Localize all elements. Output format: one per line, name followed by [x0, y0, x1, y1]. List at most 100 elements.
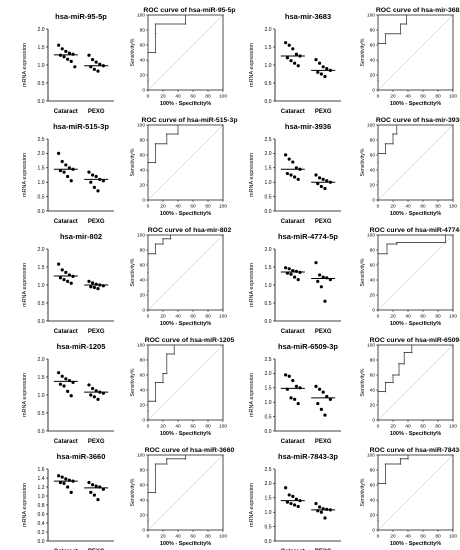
roc-y-tick-label: 0 — [372, 308, 375, 314]
pexg-data-point — [101, 179, 105, 183]
pexg-data-point — [321, 65, 325, 69]
cataract-data-point — [289, 396, 293, 400]
cataract-data-point — [57, 151, 61, 155]
roc-curve-point — [452, 234, 454, 236]
roc-curve-point — [384, 152, 387, 155]
y-tick-label: 1.0 — [38, 494, 45, 500]
roc-y-tick-label: 60 — [140, 43, 146, 49]
roc-title: ROC curve of hsa-miR-3660 — [145, 447, 235, 454]
roc-y-tick-label: 20 — [370, 73, 376, 79]
cataract-data-point — [287, 493, 291, 497]
roc-title: ROC curve of hsa-miR-1205 — [145, 337, 235, 344]
roc-y-tick-label: 60 — [140, 263, 146, 269]
roc-y-tick-label: 80 — [140, 138, 146, 144]
roc-curve-point — [154, 400, 157, 403]
panel-4: hsa-mir-3936 0.0 0.5 1.0 1.5 2.0 2.5 mRNA expre… — [249, 117, 460, 225]
roc-y-tick-label: 100 — [367, 13, 375, 19]
panel-7: hsa-miR-1205 0.0 0.5 1.0 1.5 2.0 mRNA expressi… — [22, 337, 234, 445]
y-tick-label: 1.5 — [38, 375, 45, 381]
roc-curve-point — [169, 237, 172, 240]
roc-curve-point — [184, 454, 187, 456]
roc-curve-point — [444, 234, 447, 236]
roc-x-tick-label: 40 — [405, 314, 411, 320]
pexg-data-point — [317, 387, 322, 391]
roc-y-tick-label: 20 — [140, 293, 146, 299]
dotplot-title: hsa-mir-3683 — [285, 12, 331, 21]
roc-curve-point — [399, 457, 402, 460]
pexg-data-point — [87, 170, 91, 174]
y-axis-label: mRNA expression — [22, 263, 28, 307]
roc-curve-point — [147, 491, 149, 494]
roc-curve-point — [222, 14, 224, 16]
dotplot-title: hsa-miR-3660 — [57, 452, 106, 461]
y-axis-label: mRNA expression — [249, 373, 255, 417]
panel-3: hsa-miR-515-3p 0.0 0.5 1.0 1.5 2.0 2.5 mRNA exp… — [22, 117, 237, 225]
roc-curve-point — [147, 51, 149, 54]
cataract-data-point — [284, 153, 288, 157]
roc-curve-point — [147, 161, 149, 164]
roc-x-tick-label: 0 — [147, 314, 150, 320]
roc-curve-point — [147, 290, 149, 293]
y-tick-label: 2.5 — [265, 137, 272, 143]
x-category-label: PEXG — [88, 329, 105, 335]
roc-x-tick-label: 20 — [390, 424, 396, 430]
roc-reference-diagonal — [147, 124, 224, 201]
roc-y-tick-label: 100 — [367, 343, 375, 349]
roc-x-tick-label: 0 — [147, 204, 150, 210]
roc-x-tick-label: 20 — [390, 534, 396, 540]
roc-curve-point — [147, 89, 149, 91]
pexg-data-point — [325, 394, 329, 399]
y-tick-label: 2.0 — [38, 151, 45, 157]
roc-curve-point — [377, 400, 379, 403]
roc-curve-point — [154, 381, 157, 384]
roc-x-tick-label: 100 — [219, 314, 227, 320]
roc-curve-point — [147, 400, 149, 403]
roc-y-tick-label: 40 — [370, 498, 376, 504]
y-tick-label: 0.8 — [38, 503, 45, 509]
x-category-label: Cataract — [54, 109, 78, 115]
roc-curve-point — [384, 482, 387, 485]
x-category-label: Cataract — [54, 219, 78, 225]
pexg-data-point — [316, 182, 320, 186]
roc-curve-point — [184, 457, 187, 460]
roc-curve-point — [222, 234, 224, 236]
y-tick-label: 0.0 — [38, 99, 45, 105]
roc-curve-point — [147, 520, 149, 522]
cataract-data-point — [293, 175, 297, 179]
roc-x-tick-label: 100 — [219, 424, 227, 430]
roc-curve-point — [410, 351, 413, 354]
roc-y-tick-label: 100 — [137, 13, 145, 19]
roc-reference-diagonal — [147, 14, 224, 91]
roc-x-tick-label: 60 — [190, 534, 196, 540]
roc-curve-point — [147, 419, 149, 421]
roc-curve-point — [452, 124, 454, 126]
y-tick-label: 1.0 — [265, 400, 272, 406]
y-tick-label: 1.5 — [38, 45, 45, 51]
cataract-data-point — [60, 475, 64, 479]
roc-x-tick-label: 80 — [205, 534, 211, 540]
y-axis-label: mRNA expression — [249, 263, 255, 307]
roc-x-tick-label: 80 — [435, 94, 441, 100]
pexg-data-point — [325, 179, 329, 183]
roc-y-tick-label: 0 — [142, 418, 145, 424]
pexg-data-point — [89, 393, 93, 397]
roc-curve-point — [165, 133, 168, 135]
roc-y-tick-label: 100 — [137, 233, 145, 239]
y-tick-label: 0.5 — [265, 301, 272, 307]
pexg-data-point — [323, 186, 327, 191]
cataract-data-point — [57, 371, 61, 375]
y-tick-label: 0.5 — [38, 411, 45, 417]
cataract-data-point — [60, 159, 64, 164]
pexg-data-point — [90, 58, 95, 62]
roc-x-tick-label: 100 — [219, 534, 227, 540]
y-tick-label: 1.0 — [38, 393, 45, 399]
roc-curve-point — [392, 381, 394, 384]
roc-y-tick-label: 80 — [370, 28, 376, 34]
pexg-data-point — [94, 174, 98, 179]
roc-x-tick-label: 40 — [405, 424, 411, 430]
roc-x-tick-label: 60 — [420, 204, 426, 210]
roc-x-axis-label: 100% - Specificity% — [160, 431, 211, 437]
roc-y-axis-label: Sensitivity% — [360, 368, 366, 396]
roc-y-tick-label: 40 — [370, 168, 376, 174]
